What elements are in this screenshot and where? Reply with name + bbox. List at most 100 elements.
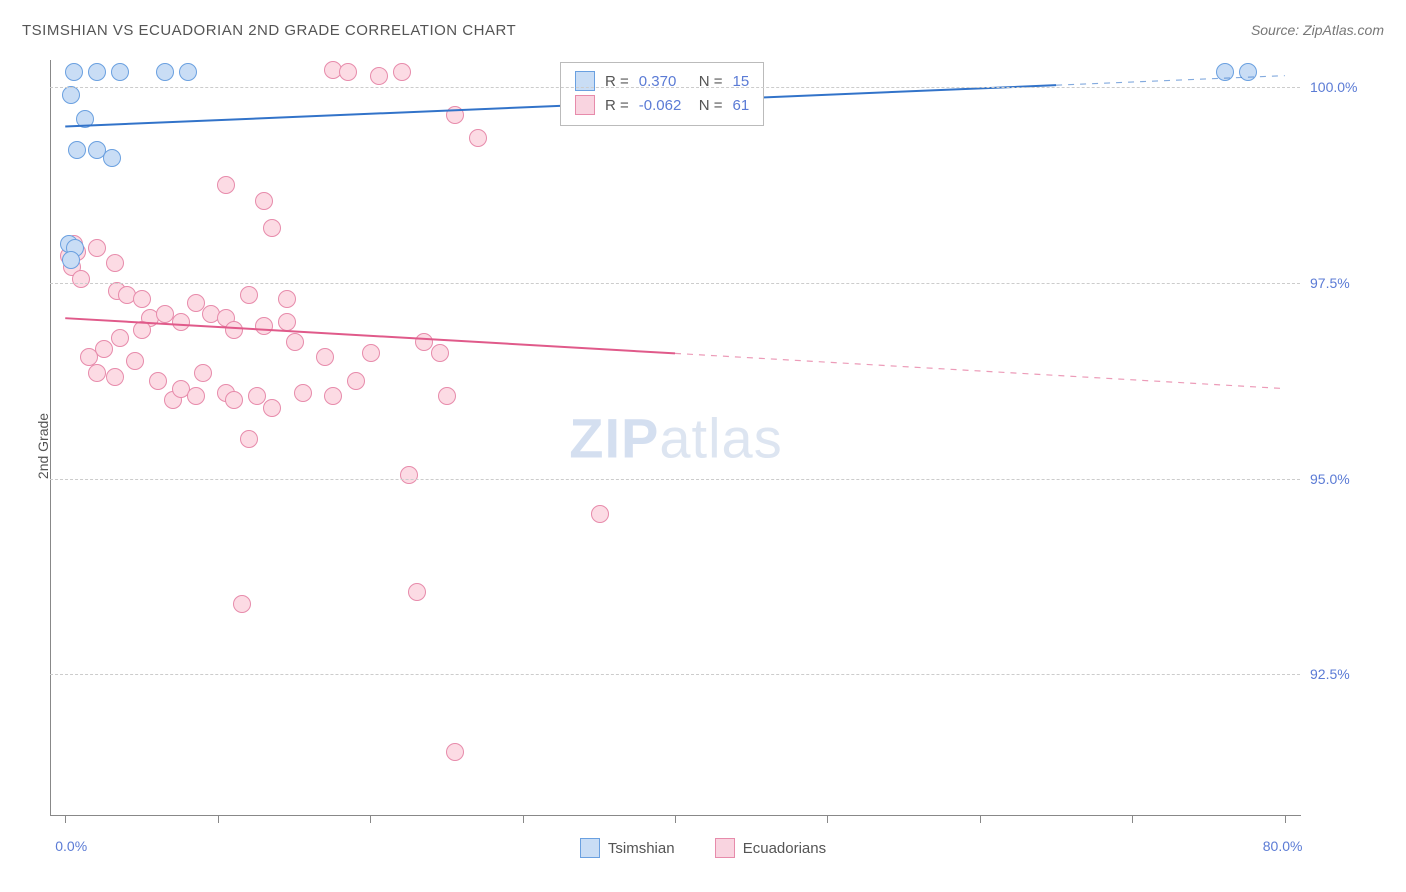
- data-point: [278, 290, 296, 308]
- legend-row-tsimshian: R = 0.370 N = 15: [575, 69, 749, 93]
- data-point: [156, 63, 174, 81]
- y-tick-label: 97.5%: [1310, 275, 1350, 291]
- data-point: [446, 743, 464, 761]
- source-label: Source:: [1251, 22, 1303, 38]
- y-axis-label: 2nd Grade: [35, 413, 51, 479]
- data-point: [1216, 63, 1234, 81]
- legend-item-tsimshian: Tsimshian: [580, 838, 675, 858]
- legend-swatch2-tsimshian: [580, 838, 600, 858]
- x-tick: [65, 815, 66, 823]
- data-point: [194, 364, 212, 382]
- legend-item-ecuadorians: Ecuadorians: [715, 838, 826, 858]
- source-attribution: Source: ZipAtlas.com: [1251, 22, 1384, 38]
- x-tick: [523, 815, 524, 823]
- data-point: [347, 372, 365, 390]
- data-point: [103, 149, 121, 167]
- x-tick: [675, 815, 676, 823]
- legend-n-label2: N =: [699, 97, 723, 114]
- data-point: [278, 313, 296, 331]
- data-point: [68, 141, 86, 159]
- gridline-h: [50, 479, 1300, 480]
- data-point: [149, 372, 167, 390]
- data-point: [88, 239, 106, 257]
- series-legend: Tsimshian Ecuadorians: [0, 838, 1406, 862]
- data-point: [263, 399, 281, 417]
- data-point: [65, 63, 83, 81]
- data-point: [106, 368, 124, 386]
- y-tick-label: 92.5%: [1310, 666, 1350, 682]
- legend-n-ecuadorians: 61: [733, 97, 750, 114]
- data-point: [233, 595, 251, 613]
- data-point: [111, 329, 129, 347]
- watermark-light: atlas: [659, 406, 782, 469]
- data-point: [400, 466, 418, 484]
- x-tick: [827, 815, 828, 823]
- watermark-bold: ZIP: [569, 406, 659, 469]
- data-point: [408, 583, 426, 601]
- data-point: [286, 333, 304, 351]
- data-point: [187, 387, 205, 405]
- x-tick: [370, 815, 371, 823]
- data-point: [62, 251, 80, 269]
- data-point: [111, 63, 129, 81]
- data-point: [324, 387, 342, 405]
- correlation-legend: R = 0.370 N = 15 R = -0.062 N = 61: [560, 62, 764, 126]
- data-point: [263, 219, 281, 237]
- x-tick: [1285, 815, 1286, 823]
- data-point: [370, 67, 388, 85]
- data-point: [469, 129, 487, 147]
- data-point: [76, 110, 94, 128]
- watermark: ZIPatlas: [569, 405, 782, 470]
- legend-swatch-ecuadorians: [575, 95, 595, 115]
- data-point: [591, 505, 609, 523]
- data-point: [217, 176, 235, 194]
- x-tick: [1132, 815, 1133, 823]
- data-point: [294, 384, 312, 402]
- data-point: [240, 430, 258, 448]
- data-point: [88, 364, 106, 382]
- chart-title: TSIMSHIAN VS ECUADORIAN 2ND GRADE CORREL…: [22, 22, 516, 39]
- data-point: [431, 344, 449, 362]
- data-point: [255, 317, 273, 335]
- data-point: [179, 63, 197, 81]
- data-point: [316, 348, 334, 366]
- legend-label-tsimshian: Tsimshian: [608, 840, 675, 857]
- legend-label-ecuadorians: Ecuadorians: [743, 840, 826, 857]
- data-point: [225, 391, 243, 409]
- gridline-h: [50, 283, 1300, 284]
- data-point: [126, 352, 144, 370]
- data-point: [362, 344, 380, 362]
- data-point: [172, 313, 190, 331]
- data-point: [393, 63, 411, 81]
- legend-r-ecuadorians: -0.062: [639, 97, 689, 114]
- data-point: [133, 321, 151, 339]
- data-point: [1239, 63, 1257, 81]
- x-tick-label: 80.0%: [1263, 838, 1303, 854]
- data-point: [240, 286, 258, 304]
- data-point: [248, 387, 266, 405]
- plot-area: ZIPatlas: [50, 60, 1301, 816]
- data-point: [88, 63, 106, 81]
- gridline-h: [50, 674, 1300, 675]
- data-point: [106, 254, 124, 272]
- data-point: [72, 270, 90, 288]
- data-point: [62, 86, 80, 104]
- legend-r-label2: R =: [605, 97, 629, 114]
- data-point: [133, 290, 151, 308]
- data-point: [438, 387, 456, 405]
- y-tick-label: 95.0%: [1310, 471, 1350, 487]
- data-point: [187, 294, 205, 312]
- gridline-h: [50, 87, 1300, 88]
- data-point: [255, 192, 273, 210]
- data-point: [446, 106, 464, 124]
- data-point: [415, 333, 433, 351]
- data-point: [225, 321, 243, 339]
- y-tick-label: 100.0%: [1310, 79, 1357, 95]
- source-name: ZipAtlas.com: [1303, 22, 1384, 38]
- legend-row-ecuadorians: R = -0.062 N = 61: [575, 93, 749, 117]
- data-point: [80, 348, 98, 366]
- x-tick: [980, 815, 981, 823]
- legend-swatch2-ecuadorians: [715, 838, 735, 858]
- x-tick-label: 0.0%: [55, 838, 87, 854]
- x-tick: [218, 815, 219, 823]
